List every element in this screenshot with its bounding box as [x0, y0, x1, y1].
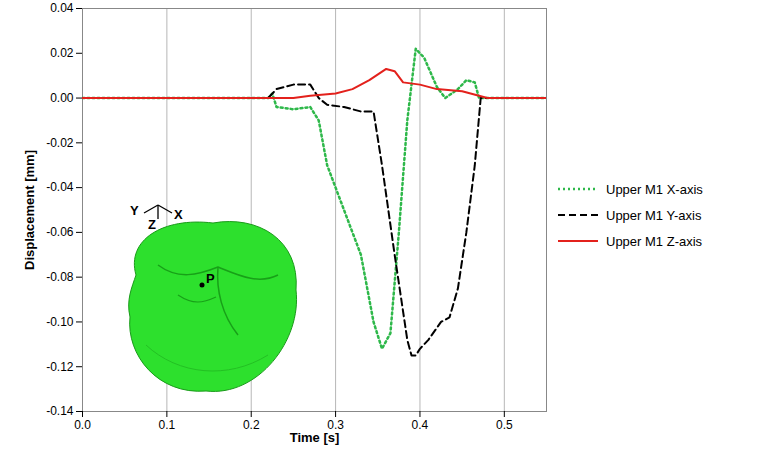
- html-text:Upper M1 X-axis: Upper M1 X-axis: [606, 181, 703, 197]
- svg-text:0.0: 0.0: [74, 418, 91, 432]
- svg-text:Time [s]: Time [s]: [290, 430, 340, 445]
- svg-text:-0.12: -0.12: [46, 360, 74, 374]
- svg-text:-0.14: -0.14: [46, 404, 74, 418]
- svg-text:-0.02: -0.02: [46, 136, 74, 150]
- svg-text:Z: Z: [148, 217, 156, 232]
- svg-text:0.02: 0.02: [50, 46, 74, 60]
- svg-text:-0.10: -0.10: [46, 315, 74, 329]
- svg-text:X: X: [174, 207, 183, 222]
- svg-text:-0.08: -0.08: [46, 270, 74, 284]
- svg-text:0.04: 0.04: [50, 1, 74, 15]
- svg-text:P: P: [206, 271, 215, 286]
- svg-text:Y: Y: [130, 203, 139, 218]
- svg-text:0.1: 0.1: [159, 418, 176, 432]
- svg-text:0.4: 0.4: [412, 418, 429, 432]
- svg-text:Displacement [mm]: Displacement [mm]: [22, 150, 37, 270]
- svg-text:-0.06: -0.06: [46, 225, 74, 239]
- svg-text:0.2: 0.2: [243, 418, 260, 432]
- html-text:Upper M1 Z-axis: Upper M1 Z-axis: [606, 233, 703, 249]
- svg-text:0.00: 0.00: [50, 91, 74, 105]
- html-text:Upper M1 Y-axis: Upper M1 Y-axis: [606, 207, 702, 223]
- svg-text:0.3: 0.3: [327, 418, 344, 432]
- svg-text:-0.04: -0.04: [46, 180, 74, 194]
- svg-text:0.5: 0.5: [496, 418, 513, 432]
